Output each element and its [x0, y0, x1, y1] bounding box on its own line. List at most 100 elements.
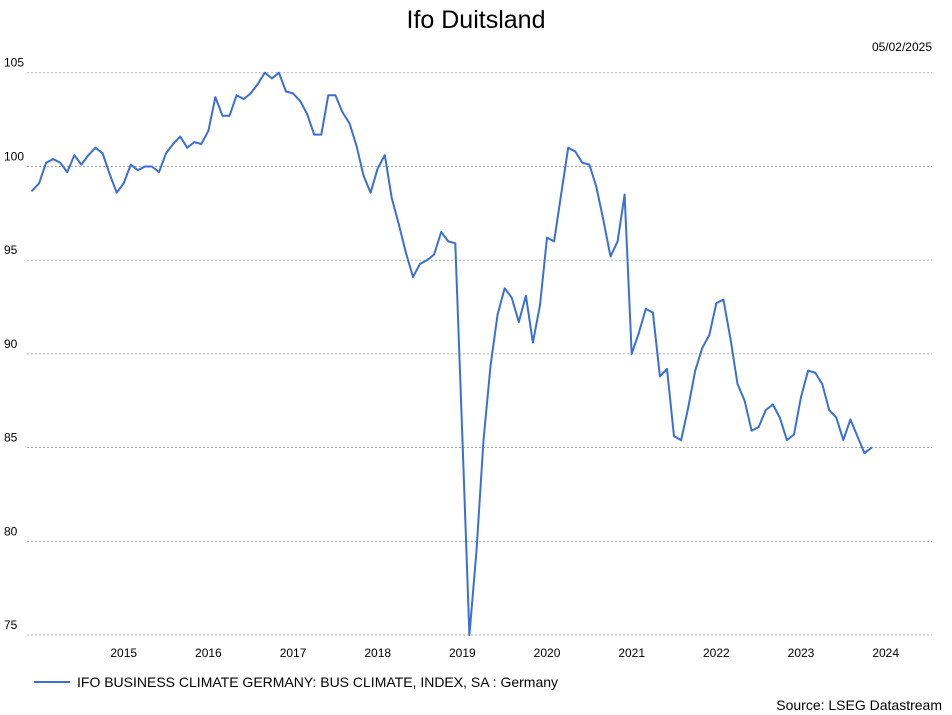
data-point: [863, 452, 866, 455]
grid-layer: [27, 72, 932, 636]
data-point: [172, 143, 175, 145]
x-axis: 2015 2016 2017 2018 2019 2020 2021 2022 2023 2024: [110, 646, 899, 660]
data-point: [503, 287, 506, 290]
data-point: [539, 304, 541, 307]
y-tick-label: 75: [4, 618, 18, 632]
data-point: [743, 399, 746, 402]
data-point: [108, 173, 111, 175]
data-point: [785, 439, 788, 441]
data-point: [524, 294, 527, 297]
data-point: [468, 634, 471, 636]
data-point: [235, 94, 238, 97]
data-point: [397, 223, 400, 226]
data-point: [454, 242, 457, 245]
data-point: [327, 94, 330, 97]
data-point: [341, 111, 344, 113]
data-point: [807, 369, 809, 372]
data-point: [228, 114, 231, 117]
data-point: [52, 158, 55, 160]
data-point: [59, 161, 62, 164]
data-point: [793, 433, 795, 436]
data-point: [115, 191, 118, 194]
data-point: [362, 174, 365, 177]
data-point: [680, 439, 682, 441]
data-point: [447, 240, 450, 243]
data-point: [616, 240, 619, 243]
data-point: [489, 364, 492, 367]
x-tick-label: 2015: [110, 646, 137, 660]
data-point: [637, 332, 640, 335]
legend: IFO BUSINESS CLIMATE GERMANY: BUS CLIMAT…: [34, 674, 558, 690]
y-tick-label: 85: [4, 431, 18, 445]
x-tick-label: 2021: [618, 646, 645, 660]
data-point: [757, 426, 760, 428]
data-point: [419, 263, 421, 265]
data-point: [278, 71, 280, 74]
data-point: [560, 193, 563, 196]
data-point: [821, 382, 824, 385]
data-point: [842, 439, 845, 441]
x-tick-label: 2017: [280, 646, 307, 660]
data-point: [609, 255, 612, 258]
data-point: [143, 165, 146, 168]
y-tick-label: 100: [4, 149, 24, 163]
data-point: [263, 71, 266, 74]
data-point: [122, 182, 125, 185]
series-line: [31, 71, 873, 636]
source-note: Source: LSEG Datastream: [776, 697, 942, 713]
data-point: [750, 429, 753, 432]
data-point: [369, 191, 372, 194]
data-point: [313, 133, 316, 136]
data-point: [553, 240, 555, 243]
data-point: [200, 143, 203, 145]
data-point: [405, 251, 407, 254]
data-point: [270, 77, 273, 80]
y-tick-label: 105: [4, 56, 24, 70]
chart-date: 05/02/2025: [872, 40, 932, 54]
x-tick-label: 2023: [788, 646, 815, 660]
y-tick-label: 95: [4, 243, 18, 257]
data-point: [546, 236, 548, 239]
data-point: [221, 114, 224, 117]
data-point: [306, 113, 309, 115]
data-point: [151, 165, 153, 168]
data-point: [348, 122, 351, 125]
data-point: [666, 367, 668, 370]
data-point: [595, 186, 598, 188]
data-point: [687, 407, 690, 410]
data-point: [285, 90, 287, 93]
data-point: [186, 146, 189, 149]
data-point: [101, 152, 104, 155]
data-point: [814, 371, 817, 374]
data-point: [673, 435, 675, 438]
data-point: [94, 146, 97, 149]
data-point: [475, 549, 478, 552]
data-point: [376, 167, 379, 170]
series-points: [31, 71, 873, 636]
data-point: [574, 150, 577, 153]
data-point: [496, 313, 499, 316]
x-tick-label: 2020: [534, 646, 561, 660]
data-point: [334, 94, 337, 97]
data-point: [828, 409, 831, 411]
data-point: [165, 152, 167, 155]
y-tick-label: 90: [4, 337, 18, 351]
data-point: [800, 396, 802, 398]
data-point: [179, 135, 182, 138]
data-point: [38, 182, 40, 185]
data-point: [482, 439, 485, 441]
y-tick-label: 80: [4, 524, 18, 538]
data-point: [849, 418, 852, 421]
data-point: [80, 163, 83, 166]
data-point: [320, 133, 323, 136]
data-point: [440, 231, 443, 233]
data-point: [249, 92, 252, 95]
data-point: [630, 352, 633, 355]
data-point: [567, 146, 570, 149]
data-point: [383, 154, 386, 157]
data-point: [73, 154, 76, 157]
data-point: [659, 375, 661, 378]
data-point: [193, 141, 196, 143]
data-point: [426, 259, 428, 262]
